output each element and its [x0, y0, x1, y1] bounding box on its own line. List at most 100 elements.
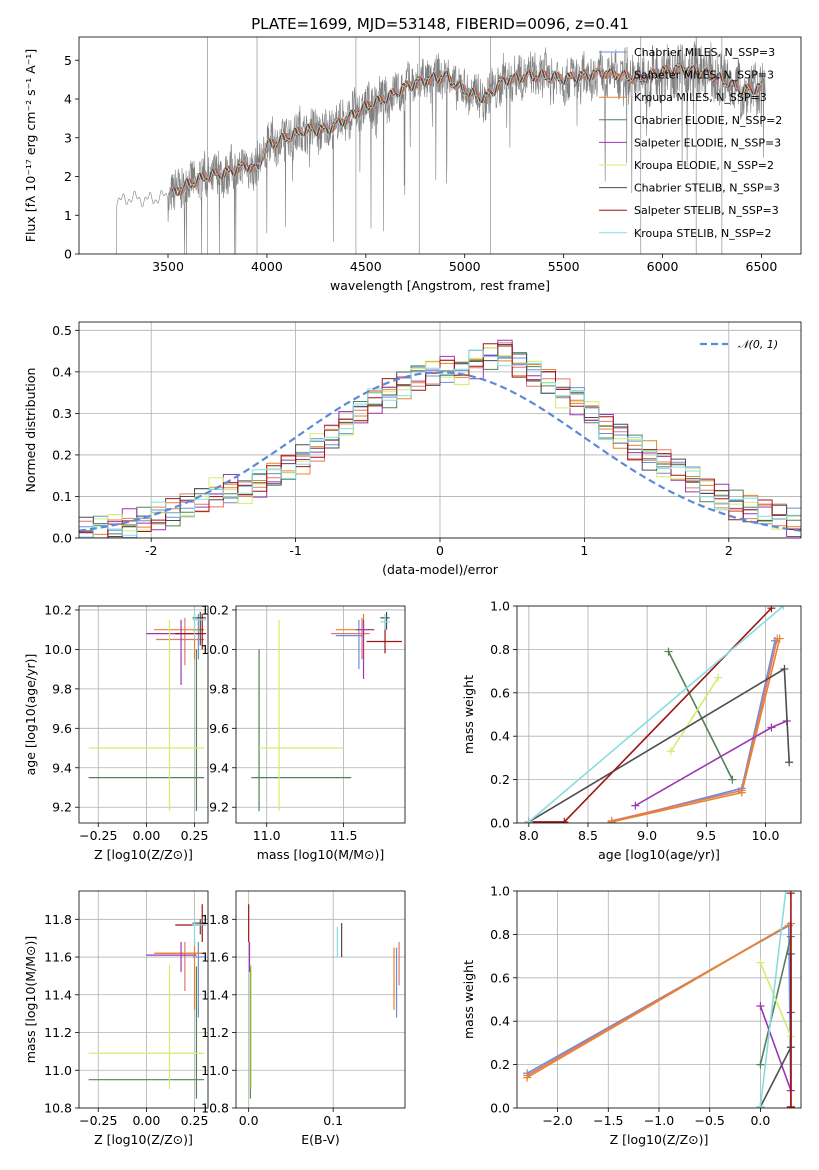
y-tick-label: 0.8	[490, 642, 510, 657]
x-axis-label: Z [log10(Z/Z⊙)]	[94, 847, 193, 862]
x-axis-label: Z [log10(Z/Z⊙)]	[610, 1132, 709, 1147]
x-tick-label: 0.00	[132, 828, 160, 843]
y-tick-label: 11.6	[44, 950, 72, 965]
y-tick-label: 0.0	[490, 816, 510, 831]
y-tick-label: 0.2	[490, 772, 510, 787]
mass-weight-line	[759, 891, 787, 1107]
y-tick-label: 9.6	[52, 721, 72, 736]
y-tick-label: 10.2	[44, 602, 72, 617]
y-tick-label: 10.2	[201, 602, 229, 617]
model-spectrum	[171, 64, 762, 197]
y-tick-label: 11.2	[201, 1025, 229, 1040]
mass-weight-point	[664, 647, 673, 656]
plot-area	[236, 891, 405, 1108]
axes-frame	[516, 890, 802, 1109]
x-tick-label: 0.0	[750, 1113, 770, 1128]
plot-area	[517, 891, 801, 1108]
x-axis-label: (data-model)/error	[382, 562, 499, 577]
y-axis-label: Flux [fλ 10⁻¹⁷ erg cm⁻² s⁻¹ A⁻¹]	[23, 49, 38, 242]
y-axis-label: age [log10(age/yr)]	[23, 654, 38, 776]
y-axis-label: mass weight	[461, 675, 476, 754]
axes-frame	[235, 890, 406, 1109]
x-tick-label: 6000	[647, 259, 679, 274]
y-tick-label: 0.4	[490, 1014, 510, 1029]
mass-weight-point	[767, 723, 776, 732]
y-tick-label: 11.0	[44, 1063, 72, 1078]
legend-label: Salpeter MILES, N_SSP=3	[634, 69, 774, 82]
legend-label: 𝒩(0, 1)	[738, 338, 778, 351]
y-tick-label: 11.8	[44, 912, 72, 927]
y-tick-label: 10.0	[201, 642, 229, 657]
y-tick-label: 10.0	[44, 642, 72, 657]
x-tick-label: 11.0	[253, 828, 281, 843]
x-axis-label: Z [log10(Z/Z⊙)]	[94, 1132, 193, 1147]
y-tick-label: 9.8	[209, 681, 229, 696]
y-tick-label: 1	[64, 208, 72, 223]
y-tick-label: 0.6	[490, 970, 510, 985]
legend-label: Kroupa MILES, N_SSP=3	[634, 91, 767, 104]
y-tick-label: 10.8	[44, 1101, 72, 1116]
plot-area	[517, 606, 801, 823]
y-tick-label: 9.8	[52, 681, 72, 696]
y-tick-label: 0.1	[52, 489, 72, 504]
mass-weight-line	[528, 667, 790, 823]
x-tick-label: −1.5	[593, 1113, 623, 1128]
plot-area	[79, 891, 208, 1108]
plot-area	[236, 606, 405, 823]
y-tick-label: 11.6	[201, 950, 229, 965]
mass-weight-point	[780, 664, 789, 673]
y-axis-label: mass weight	[461, 960, 476, 1039]
x-tick-label: 4500	[350, 259, 382, 274]
y-tick-label: 4	[64, 92, 72, 107]
y-tick-label: 5	[64, 53, 72, 68]
x-tick-label: 0.00	[132, 1113, 160, 1128]
x-tick-label: 2	[725, 543, 733, 558]
x-tick-label: 9.0	[637, 828, 657, 843]
axes-frame	[516, 605, 802, 824]
age-vs-mass-panel: 11.0 11.5 9.2 9.4 9.6 9.8 10.0 10.2 mass [log10(…	[201, 602, 406, 862]
axes-frame	[78, 321, 802, 539]
y-axis-label: mass [log10(M/M⊙)]	[23, 936, 38, 1064]
y-tick-label: 9.4	[52, 760, 72, 775]
mass-weight-point	[728, 775, 737, 784]
mass-weight-line	[528, 606, 784, 823]
x-tick-label: 11.5	[330, 828, 358, 843]
y-tick-label: 11.8	[201, 912, 229, 927]
plot-area	[79, 606, 208, 823]
x-tick-label: 0.0	[239, 1113, 259, 1128]
y-tick-label: 9.2	[52, 800, 72, 815]
model-spectrum	[171, 64, 762, 197]
x-tick-label: −0.25	[79, 1113, 117, 1128]
mass-weight-point	[756, 1060, 765, 1069]
mass-weight-line	[667, 651, 734, 780]
x-tick-label: 1	[580, 543, 588, 558]
legend-label: Kroupa STELIB, N_SSP=2	[634, 227, 772, 240]
mass-weight-line	[634, 720, 788, 807]
model-spectrum	[171, 64, 762, 197]
mass-weight-point	[775, 634, 784, 643]
mass-vs-metallicity-panel: −0.25 0.00 0.25 10.8 11.0 11.2 11.4 11.6 11.8 Z […	[23, 890, 209, 1147]
x-tick-label: 4000	[251, 259, 283, 274]
y-tick-label: 0.2	[52, 447, 72, 462]
residuals-panel: -2 -1 0 1 2 0.0 0.1 0.2 0.3 0.4 0.5 (data-model)/er…	[23, 321, 802, 577]
y-tick-label: 9.4	[209, 760, 229, 775]
mass-weight-point	[779, 606, 788, 610]
plot-area	[79, 322, 801, 538]
x-tick-label: 8.5	[578, 828, 598, 843]
y-tick-label: 0.2	[490, 1057, 510, 1072]
y-tick-label: 0.4	[490, 729, 510, 744]
x-tick-label: 6500	[746, 259, 778, 274]
x-tick-label: 9.5	[696, 828, 716, 843]
x-tick-label: 0.25	[181, 828, 209, 843]
mass-weight-point	[524, 817, 533, 823]
y-axis-label: Normed distribution	[23, 368, 38, 493]
x-tick-label: 0.25	[181, 1113, 209, 1128]
axes-frame	[78, 605, 209, 824]
spectrum-panel: 3500 4000 4500 5000 5500 6000 6500 0 1 2 3 4 5 wavele…	[23, 36, 802, 293]
age-vs-metallicity-panel: −0.25 0.00 0.25 9.2 9.4 9.6 9.8 10.0 10.2 Z [log1…	[23, 602, 208, 862]
x-tick-label: −0.5	[695, 1113, 725, 1128]
x-tick-label: 0	[436, 543, 444, 558]
x-tick-label: −1.0	[644, 1113, 674, 1128]
y-tick-label: 9.2	[209, 800, 229, 815]
